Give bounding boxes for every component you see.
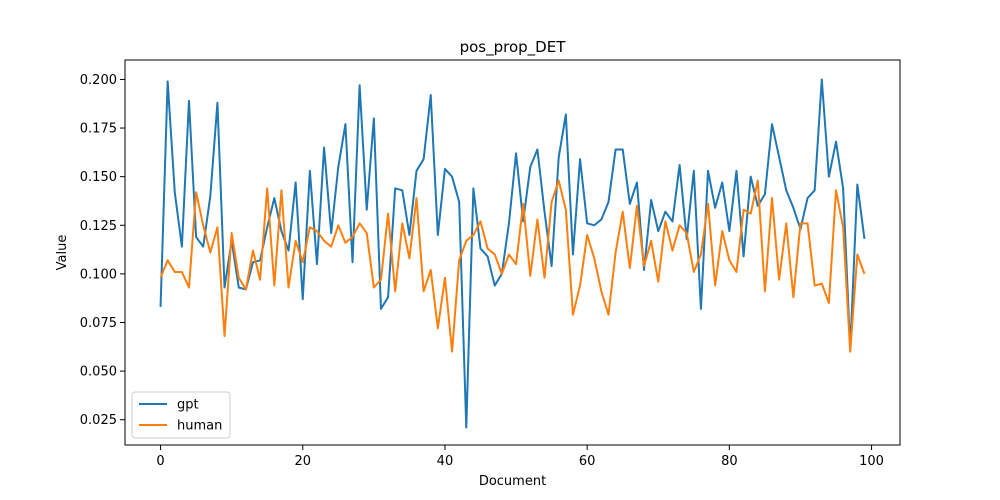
- y-tick-label: 0.025: [80, 413, 117, 428]
- legend-label-gpt: gpt: [177, 398, 199, 413]
- legend-label-human: human: [177, 419, 222, 434]
- x-tick-label: 40: [437, 454, 454, 469]
- series-line-human: [159, 179, 866, 353]
- series-line-gpt: [159, 78, 866, 429]
- y-tick-label: 0.050: [80, 365, 117, 380]
- plot-frame: [124, 59, 901, 446]
- y-axis: 0.025 0.050 0.075 0.100 0.125 0.150 0.175 0.200: [80, 73, 125, 428]
- x-tick-label: 80: [721, 454, 738, 469]
- legend: gpt human: [131, 391, 231, 439]
- y-tick-label: 0.100: [80, 267, 117, 282]
- y-tick-label: 0.200: [80, 73, 117, 88]
- x-tick-label: 0: [156, 454, 164, 469]
- plot-area: [125, 60, 900, 445]
- chart-title: pos_prop_DET: [460, 38, 567, 57]
- x-axis: 0 20 40 60 80 100: [156, 445, 884, 469]
- x-axis-title: Document: [479, 474, 546, 489]
- y-tick-label: 0.075: [80, 316, 117, 331]
- series-layer: [159, 78, 866, 429]
- x-tick-label: 100: [859, 454, 884, 469]
- y-tick-label: 0.125: [80, 219, 117, 234]
- x-tick-label: 60: [579, 454, 596, 469]
- y-tick-label: 0.150: [80, 170, 117, 185]
- y-axis-title: Value: [55, 235, 70, 271]
- y-tick-label: 0.175: [80, 122, 117, 137]
- x-tick-label: 20: [294, 454, 311, 469]
